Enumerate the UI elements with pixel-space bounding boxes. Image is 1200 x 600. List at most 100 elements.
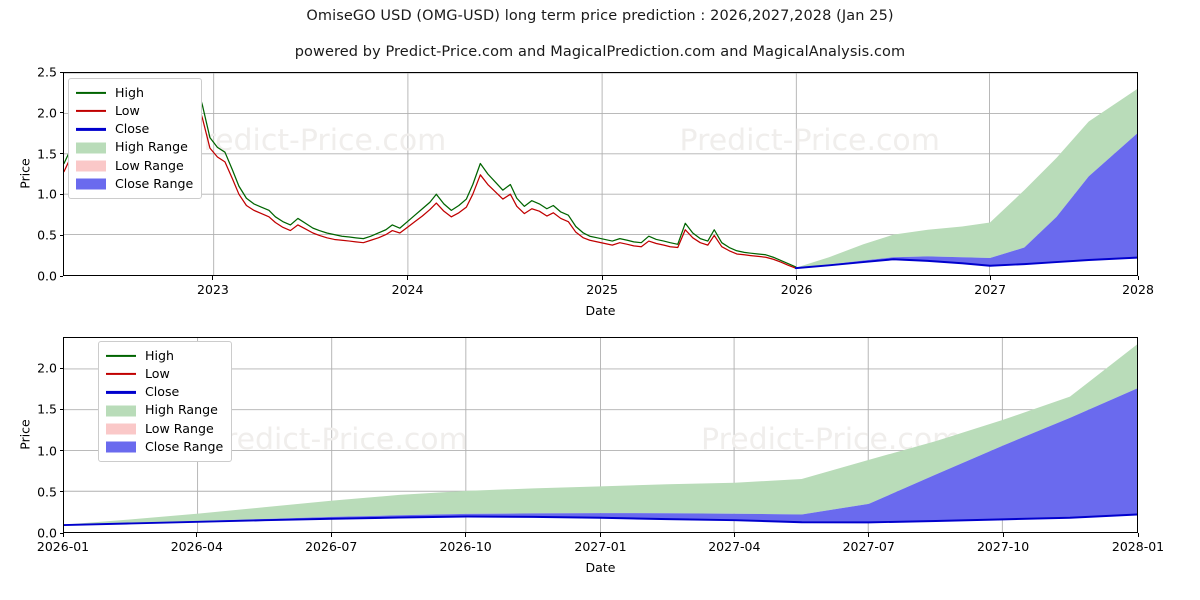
bottom-xtick-mark	[868, 533, 870, 537]
bottom-chart-legend-swatch-patch-icon	[106, 440, 136, 454]
bottom-ytick-mark	[59, 408, 63, 410]
bottom-chart-legend-swatch-line-icon	[106, 385, 136, 399]
bottom-xtick-label: 2027-10	[976, 539, 1030, 554]
bottom-chart-legend-label: Close Range	[145, 438, 224, 454]
top-ytick-mark	[59, 153, 63, 155]
swatch-fill	[76, 110, 106, 113]
swatch-fill	[106, 355, 136, 358]
swatch-fill	[76, 160, 106, 172]
bottom-ytick-label: 0.0	[37, 525, 57, 541]
figure-subtitle: powered by Predict-Price.com and Magical…	[294, 44, 906, 60]
bottom-ytick-mark	[59, 450, 63, 452]
bottom-ytick-label: 1.5	[37, 401, 57, 417]
bottom-chart-legend-label: Low Range	[145, 420, 214, 436]
top-chart-legend-label: Close Range	[115, 175, 194, 191]
top-xtick-label: 2028	[1122, 282, 1154, 297]
bottom-chart-legend-swatch-patch-icon	[106, 422, 136, 436]
svg-text:Predict-Price.com: Predict-Price.com	[186, 123, 446, 158]
bottom-chart-legend: High Low Close High Range Low Range Close Ran…	[98, 341, 233, 463]
bottom-xaxis-label: Date	[585, 560, 616, 575]
bottom-xtick-label: 2027-04	[708, 539, 761, 554]
bottom-ytick-label: 0.5	[37, 484, 57, 500]
bottom-ytick-mark	[59, 532, 63, 534]
top-xtick-label: 2027	[974, 282, 1007, 297]
top-chart-axes: Predict-Price.com Predict-Price.com	[63, 72, 1138, 276]
bottom-xtick-label: 2027-07	[842, 539, 895, 554]
bottom-xtick-mark	[465, 533, 467, 537]
top-chart-legend-label: Low	[115, 102, 140, 118]
bottom-xtick-mark	[1137, 533, 1139, 537]
bottom-xtick-mark	[62, 533, 64, 537]
top-ytick-mark	[59, 71, 63, 73]
top-chart-canvas: Predict-Price.com Predict-Price.com	[64, 73, 1137, 275]
bottom-xtick-mark	[330, 533, 332, 537]
top-chart-legend-label: High	[115, 84, 144, 100]
swatch-fill	[106, 423, 136, 435]
top-chart-plot-area: Predict-Price.com Predict-Price.com	[64, 73, 1137, 275]
top-chart-legend-swatch-patch-icon	[76, 177, 106, 191]
top-xtick-label: 2024	[391, 282, 424, 297]
bottom-chart-legend-item-high: High	[106, 347, 223, 365]
top-ytick-label: 2.0	[37, 105, 57, 121]
swatch-fill	[76, 128, 106, 131]
top-ytick-label: 0.5	[37, 227, 57, 243]
swatch-fill	[106, 391, 136, 394]
top-xaxis-label: Date	[585, 303, 616, 318]
swatch-fill	[76, 92, 106, 95]
bottom-chart-legend-item-close-range: Close Range	[106, 438, 223, 456]
bottom-xtick-mark	[196, 533, 198, 537]
top-xtick-mark	[212, 276, 214, 280]
top-xtick-mark	[796, 276, 798, 280]
bottom-chart-legend-item-low: Low	[106, 365, 223, 383]
bottom-xtick-label: 2027-01	[574, 539, 627, 554]
bottom-chart-legend-label: High	[145, 347, 174, 363]
top-chart-legend-label: Low Range	[115, 157, 184, 173]
top-ytick-label: 1.0	[37, 186, 57, 202]
top-chart-legend-item-low-range: Low Range	[76, 157, 193, 175]
bottom-ytick-label: 1.0	[37, 443, 57, 459]
bottom-chart-legend-label: Close	[145, 384, 180, 400]
bottom-yaxis-label: Price	[17, 419, 33, 450]
top-ytick-mark	[59, 234, 63, 236]
top-chart-legend-item-high: High	[76, 84, 193, 102]
top-chart-legend-swatch-line-icon	[76, 86, 106, 100]
top-xtick-label: 2026	[780, 282, 813, 297]
bottom-ytick-label: 2.0	[37, 360, 57, 376]
svg-text:Predict-Price.com: Predict-Price.com	[207, 422, 467, 457]
bottom-xtick-label: 2028-01	[1111, 539, 1165, 554]
top-xtick-mark	[407, 276, 409, 280]
top-ytick-mark	[59, 112, 63, 114]
bottom-xtick-mark	[733, 533, 735, 537]
swatch-fill	[76, 178, 106, 190]
bottom-chart-legend-item-low-range: Low Range	[106, 420, 223, 438]
bottom-ytick-mark	[59, 367, 63, 369]
swatch-fill	[76, 142, 106, 154]
top-chart-legend-swatch-line-icon	[76, 122, 106, 136]
top-chart-legend-swatch-line-icon	[76, 104, 106, 118]
top-chart-legend-swatch-patch-icon	[76, 159, 106, 173]
top-ytick-mark	[59, 193, 63, 195]
top-xtick-mark	[1137, 276, 1139, 280]
bottom-chart-plot-area: Predict-Price.com Predict-Price.com	[64, 338, 1137, 532]
top-ytick-label: 0.0	[37, 268, 57, 284]
top-chart-legend: High Low Close High Range Low Range Close Ran…	[68, 78, 203, 200]
top-xtick-label: 2023	[197, 282, 229, 297]
bottom-chart-legend-swatch-patch-icon	[106, 404, 136, 418]
swatch-fill	[106, 405, 136, 417]
bottom-chart-axes: Predict-Price.com Predict-Price.com	[63, 337, 1138, 533]
swatch-fill	[106, 373, 136, 376]
bottom-ytick-mark	[59, 491, 63, 493]
top-yaxis-label: Price	[17, 158, 33, 189]
bottom-xtick-label: 2026-10	[439, 539, 492, 554]
figure-title: OmiseGO USD (OMG-USD) long term price pr…	[306, 8, 894, 24]
bottom-chart-legend-swatch-line-icon	[106, 349, 136, 363]
top-xtick-label: 2025	[586, 282, 619, 297]
bottom-xtick-mark	[1002, 533, 1004, 537]
top-chart-legend-item-close-range: Close Range	[76, 175, 193, 193]
bottom-chart-legend-item-close: Close	[106, 383, 223, 401]
bottom-xtick-label: 2026-04	[170, 539, 223, 554]
top-chart-legend-item-low: Low	[76, 102, 193, 120]
bottom-xtick-label: 2026-01	[36, 539, 90, 554]
bottom-xtick-label: 2026-07	[305, 539, 358, 554]
